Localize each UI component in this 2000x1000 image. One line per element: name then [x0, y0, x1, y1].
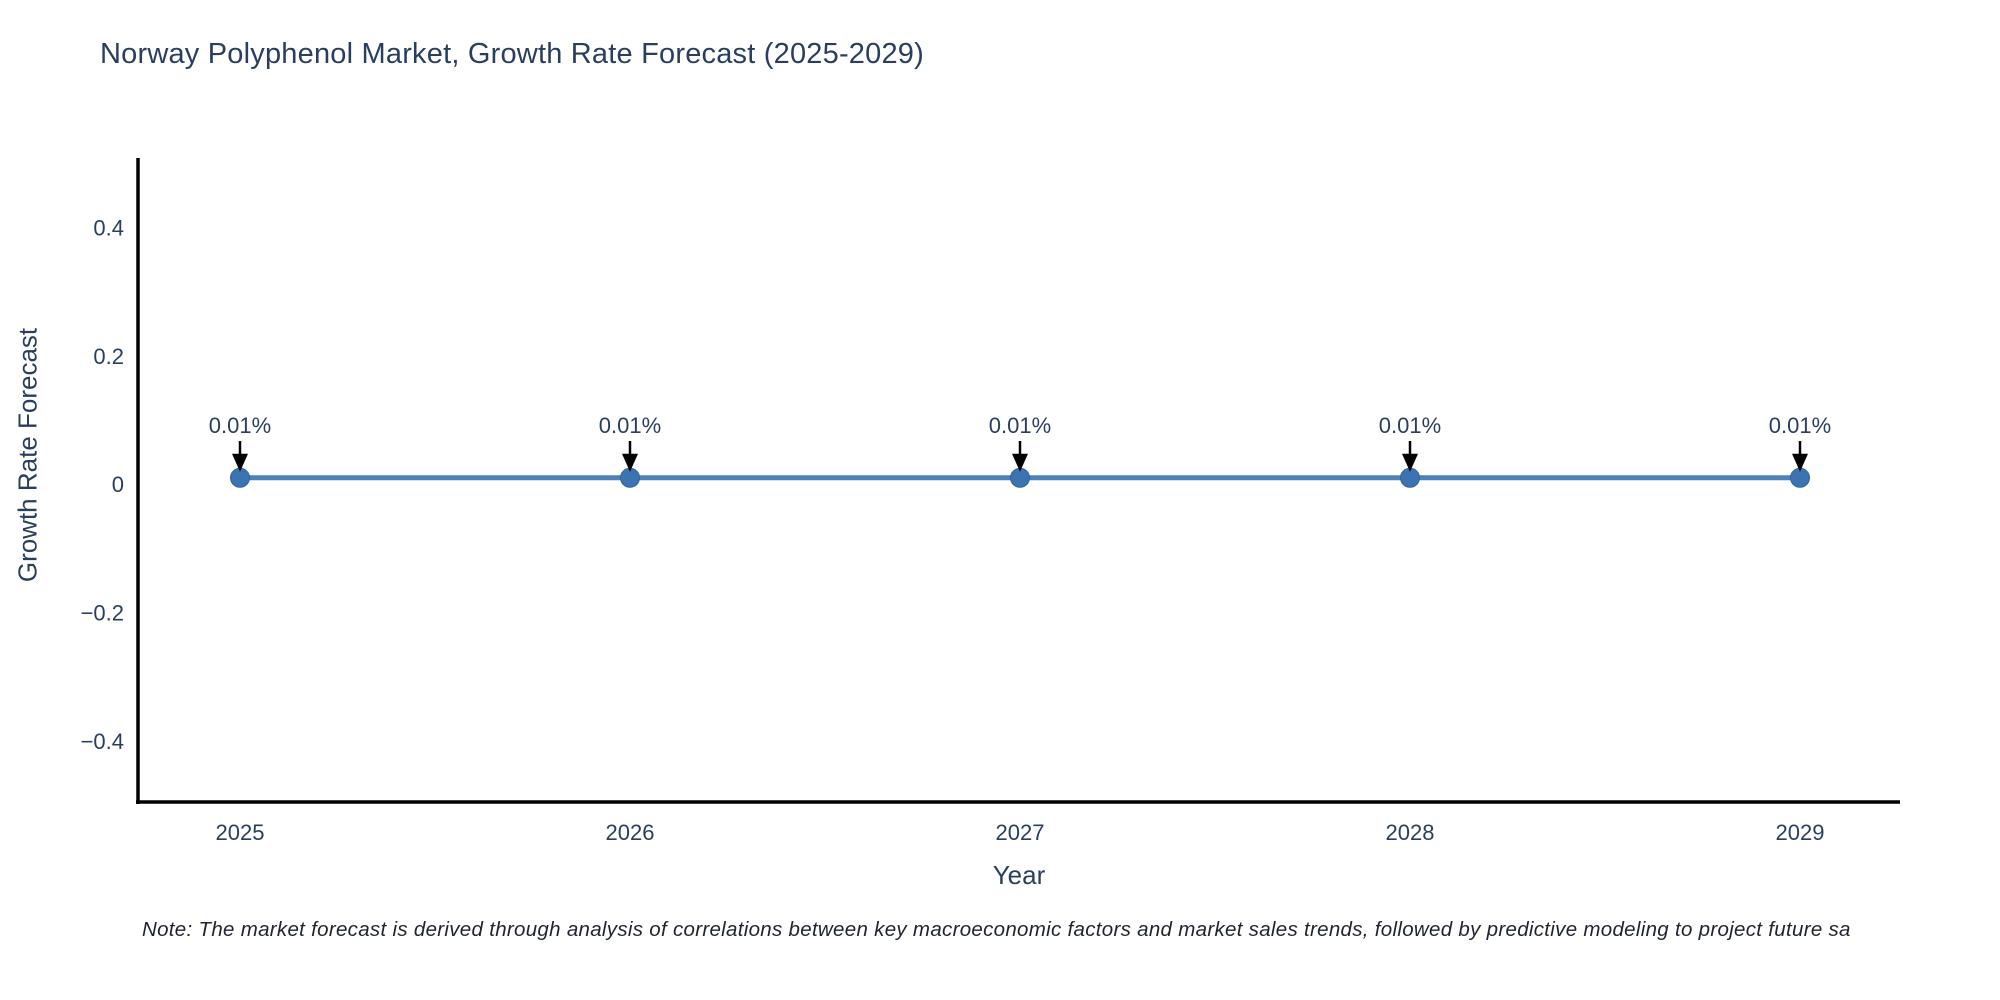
y-tick-label: −0.4 [81, 729, 124, 754]
x-tick-label: 2025 [216, 820, 265, 845]
annotation-arrowhead [232, 453, 248, 472]
y-tick-label: 0.4 [93, 215, 124, 240]
annotation-arrowhead [1792, 453, 1808, 472]
chart-title: Norway Polyphenol Market, Growth Rate Fo… [100, 38, 924, 70]
point-annotation-label: 0.01% [989, 413, 1051, 438]
point-annotation-label: 0.01% [599, 413, 661, 438]
y-tick-label: 0 [112, 472, 124, 497]
point-annotation-label: 0.01% [1769, 413, 1831, 438]
x-tick-label: 2027 [996, 820, 1045, 845]
x-tick-label: 2028 [1386, 820, 1435, 845]
chart-footnote: Note: The market forecast is derived thr… [142, 918, 1851, 941]
x-tick-label: 2029 [1776, 820, 1825, 845]
annotation-arrowhead [1012, 453, 1028, 472]
annotation-arrowhead [622, 453, 638, 472]
x-tick-label: 2026 [606, 820, 655, 845]
point-annotation-label: 0.01% [1379, 413, 1441, 438]
point-annotation-label: 0.01% [209, 413, 271, 438]
annotation-arrowhead [1402, 453, 1418, 472]
y-tick-label: −0.2 [81, 601, 124, 626]
y-tick-label: 0.2 [93, 344, 124, 369]
x-axis-title: Year [992, 860, 1046, 890]
